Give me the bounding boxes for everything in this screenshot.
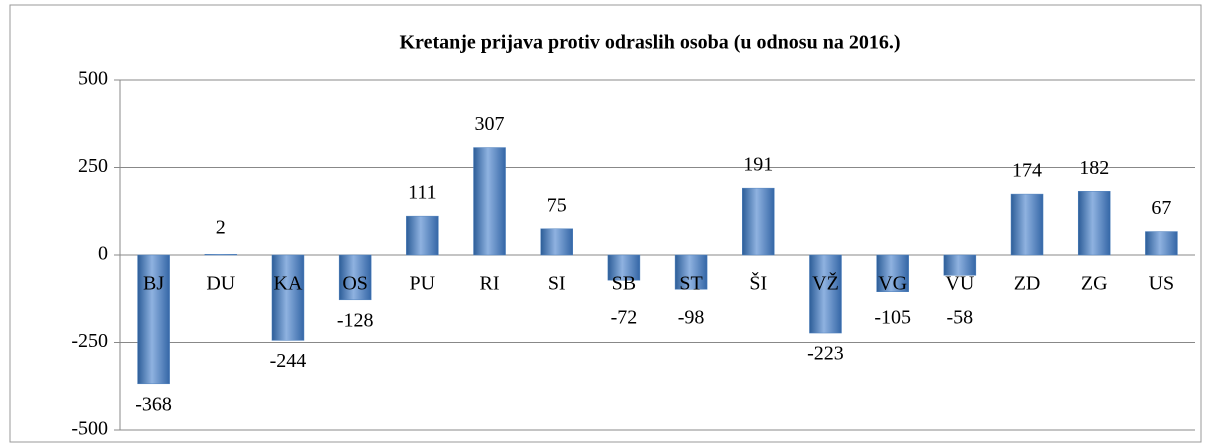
data-label: -58 [947, 307, 974, 329]
data-label: -105 [874, 307, 911, 329]
bar [1145, 231, 1178, 256]
x-tick-label: BJ [143, 273, 164, 295]
bar [406, 215, 439, 256]
x-tick-label: ST [679, 273, 702, 295]
y-tick-label: -250 [71, 330, 108, 352]
bar [607, 254, 641, 281]
x-tick-label: US [1149, 273, 1175, 295]
data-label: -98 [678, 307, 705, 329]
data-label: -223 [807, 343, 844, 365]
data-label: 75 [547, 194, 567, 216]
data-label: -72 [611, 307, 638, 329]
bar [943, 254, 977, 276]
x-tick-label: SB [612, 273, 636, 295]
bar [1010, 193, 1044, 256]
data-label: -128 [337, 309, 374, 331]
x-tick-label: PU [410, 273, 436, 295]
x-tick-label: ZG [1081, 273, 1108, 295]
x-tick-label: OS [342, 273, 368, 295]
bar [674, 254, 708, 290]
data-label: 307 [475, 113, 505, 135]
data-label: -244 [270, 350, 307, 372]
data-label: 67 [1151, 197, 1171, 219]
bar [540, 228, 573, 256]
data-label: 191 [743, 154, 773, 176]
x-tick-label: KA [274, 273, 303, 295]
y-tick-label: 250 [78, 155, 108, 177]
bar [204, 254, 238, 256]
x-tick-label: RI [480, 273, 500, 295]
x-tick-label: DU [206, 273, 235, 295]
bar [137, 254, 170, 385]
y-tick-label: 0 [98, 243, 108, 265]
data-label: 111 [408, 182, 437, 204]
y-tick-label: 500 [78, 68, 108, 90]
bar [271, 254, 305, 341]
bar [876, 254, 909, 292]
bar [338, 254, 372, 301]
x-tick-label: ŠI [749, 271, 767, 295]
x-tick-label: VG [878, 273, 907, 295]
bar [1077, 191, 1111, 256]
bar [473, 147, 506, 256]
data-label: 2 [216, 217, 226, 239]
x-tick-label: SI [548, 273, 566, 295]
bar [809, 254, 842, 334]
chart-border [9, 4, 1202, 443]
data-label: 182 [1079, 157, 1109, 179]
data-label: 174 [1012, 160, 1042, 182]
chart-title: Kretanje prijava protiv odraslih osoba (… [400, 32, 901, 54]
data-label: -368 [135, 393, 172, 415]
bar [742, 187, 775, 256]
y-tick-label: -500 [71, 418, 108, 440]
x-tick-label: ZD [1014, 273, 1041, 295]
x-tick-label: VU [945, 273, 974, 295]
x-tick-label: VŽ [812, 272, 839, 295]
